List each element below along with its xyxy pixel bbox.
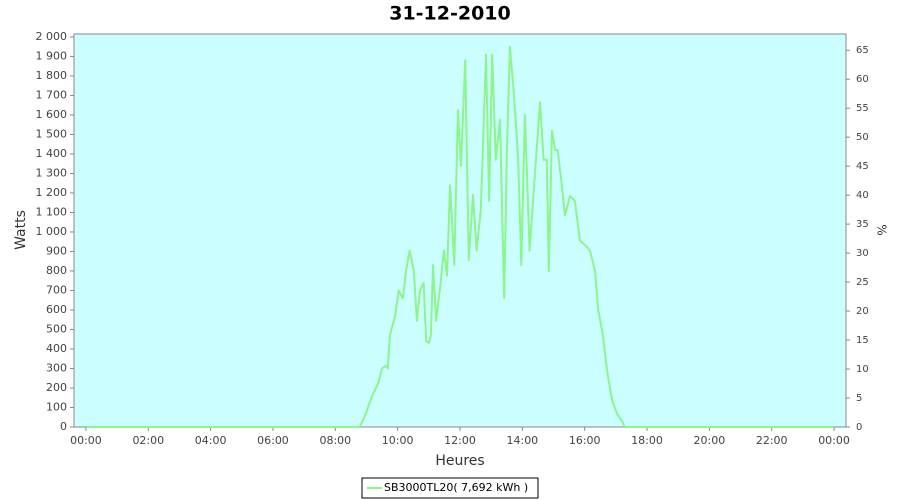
- x-tick-label: 06:00: [257, 434, 289, 447]
- x-axis-label: Heures: [435, 453, 484, 469]
- y-tick-label: 1 100: [36, 205, 68, 218]
- x-tick-label: 22:00: [756, 434, 788, 447]
- series-line: [85, 45, 835, 428]
- y2-tick-label: 30: [856, 248, 869, 259]
- y-tick-label: 500: [46, 322, 67, 335]
- y2-tick-label: 50: [856, 132, 869, 143]
- x-tick-label: 18:00: [631, 434, 663, 447]
- y-tick-label: 1 500: [36, 127, 68, 140]
- x-tick-label: 08:00: [319, 434, 351, 447]
- y-tick-label: 900: [46, 244, 67, 257]
- y-tick-label: 200: [46, 381, 67, 394]
- y2-tick-label: 5: [856, 393, 862, 404]
- plot-area: [73, 33, 847, 428]
- legend-box: [361, 477, 539, 499]
- chart-title: 31-12-2010: [389, 3, 511, 25]
- x-tick-label: 12:00: [444, 434, 476, 447]
- x-tick-label: 16:00: [569, 434, 601, 447]
- y-tick-label: 1 400: [36, 147, 68, 160]
- y2-tick-label: 60: [856, 74, 869, 85]
- y-tick-label: 1 300: [36, 166, 68, 179]
- legend-label: SB3000TL20( 7,692 kWh ): [384, 481, 528, 494]
- y-tick-label: 1 600: [36, 108, 68, 121]
- y-tick-label: 2 000: [36, 30, 68, 43]
- x-tick-label: 02:00: [132, 434, 164, 447]
- y-tick-label: 0: [60, 420, 67, 433]
- y2-tick-label: 0: [856, 422, 862, 433]
- y-axis-label: Watts: [13, 210, 29, 250]
- y-tick-label: 1 000: [36, 225, 68, 238]
- y-tick-label: 600: [46, 303, 67, 316]
- y-tick-label: 1 200: [36, 186, 68, 199]
- x-tick-label: 20:00: [694, 434, 726, 447]
- y2-tick-label: 25: [856, 277, 869, 288]
- y-tick-label: 300: [46, 361, 67, 374]
- x-tick-label: 00:00: [70, 434, 102, 447]
- x-tick-label: 04:00: [195, 434, 227, 447]
- legend: SB3000TL20( 7,692 kWh ): [361, 477, 539, 499]
- y-tick-label: 800: [46, 264, 67, 277]
- y2-axis-label: %: [875, 224, 889, 235]
- x-tick-label: 10:00: [382, 434, 414, 447]
- y2-tick-label: 65: [856, 45, 869, 56]
- y2-tick-label: 10: [856, 364, 869, 375]
- y2-tick-label: 45: [856, 161, 869, 172]
- y2-tick-label: 40: [856, 190, 869, 201]
- y-tick-label: 1 800: [36, 69, 68, 82]
- x-tick-label: 00:00: [818, 434, 850, 447]
- x-tick-label: 14:00: [506, 434, 538, 447]
- y-tick-label: 1 900: [36, 49, 68, 62]
- y-tick-label: 700: [46, 283, 67, 296]
- y-tick-label: 1 700: [36, 88, 68, 101]
- y-tick-label: 400: [46, 342, 67, 355]
- y2-tick-label: 35: [856, 219, 869, 230]
- y2-tick-label: 55: [856, 103, 869, 114]
- y-tick-label: 100: [46, 400, 67, 413]
- y2-tick-label: 20: [856, 306, 869, 317]
- y2-tick-label: 15: [856, 335, 869, 346]
